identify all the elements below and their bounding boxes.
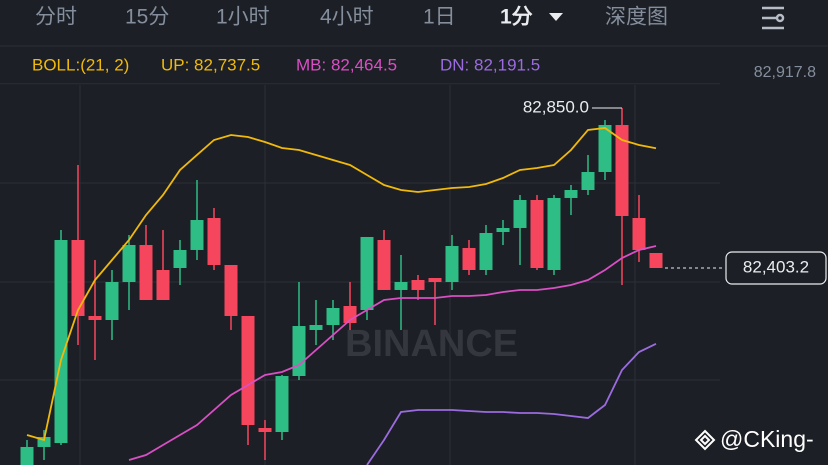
plot: 82,917.8 82,850.0 82,403.2 (0, 64, 827, 465)
boll-line (26, 127, 657, 442)
candle-body (581, 171, 595, 191)
candle-body (173, 249, 187, 268)
candle-body (156, 270, 170, 301)
candle-body (122, 245, 136, 283)
legend: BOLL:(21, 2) UP: 82,737.5 MB: 82,464.5 DN: … (32, 55, 540, 74)
candle-body (428, 277, 442, 283)
candle-body (547, 197, 561, 271)
candle-body (513, 199, 527, 228)
legend-entry: DN: 82,191.5 (440, 55, 540, 74)
candle-body (530, 199, 544, 268)
candle-body (224, 264, 238, 316)
indicator-label: BOLL:(21, 2) (32, 55, 129, 74)
tab[interactable]: 深度图 (605, 6, 668, 29)
candle-body (632, 218, 646, 250)
high-label: 82,850.0 (523, 97, 589, 116)
candle-body (649, 252, 663, 268)
candle-body (190, 220, 204, 250)
candle-body (54, 239, 68, 444)
price-box (725, 251, 827, 285)
legend-entry: UP: 82,737.5 (161, 55, 260, 74)
boll-line (128, 245, 657, 461)
candle-body (275, 376, 289, 433)
tab[interactable]: 1小时 (216, 6, 270, 29)
candle-body (462, 247, 476, 271)
candle-body (360, 236, 374, 311)
candle-body (615, 125, 629, 216)
dropdown-arrow[interactable] (549, 13, 563, 21)
candle-body (598, 125, 612, 172)
candle-body (20, 446, 34, 465)
legend-entry: MB: 82,464.5 (296, 55, 397, 74)
candle-body (411, 279, 425, 290)
candle-body (445, 246, 459, 283)
credit-logo (694, 429, 716, 451)
candle-body (394, 282, 408, 290)
candle-body (37, 436, 51, 447)
candle-body (88, 315, 102, 320)
candle-body (207, 218, 221, 265)
candle-body (258, 428, 272, 433)
y-tick-label: 82,917.8 (754, 64, 816, 81)
candle-body (139, 245, 153, 301)
tab[interactable]: 1分 (500, 6, 533, 29)
candle-body (564, 190, 578, 198)
tab-bar: 分时 15分 1小时 4小时 1日 1分 深度图 (35, 6, 668, 29)
tab[interactable]: 15分 (125, 6, 169, 29)
candle-body (309, 325, 323, 330)
settings-icon[interactable] (762, 6, 785, 30)
price-label: 82,403.2 (743, 257, 809, 276)
tab[interactable]: 1日 (423, 6, 456, 29)
candle-body (71, 239, 85, 316)
tab[interactable]: 分时 (35, 6, 77, 29)
candle-body (479, 233, 493, 271)
credit: @CKing- (720, 426, 814, 452)
candle-body (105, 282, 119, 320)
watermark: BINANCE (345, 323, 518, 365)
candle-body (241, 315, 255, 425)
candle-body (292, 326, 306, 377)
candle-body (377, 239, 391, 290)
candle-body (326, 308, 340, 326)
boll-line (366, 343, 657, 465)
candle-body (496, 227, 510, 233)
tab[interactable]: 4小时 (320, 6, 374, 29)
